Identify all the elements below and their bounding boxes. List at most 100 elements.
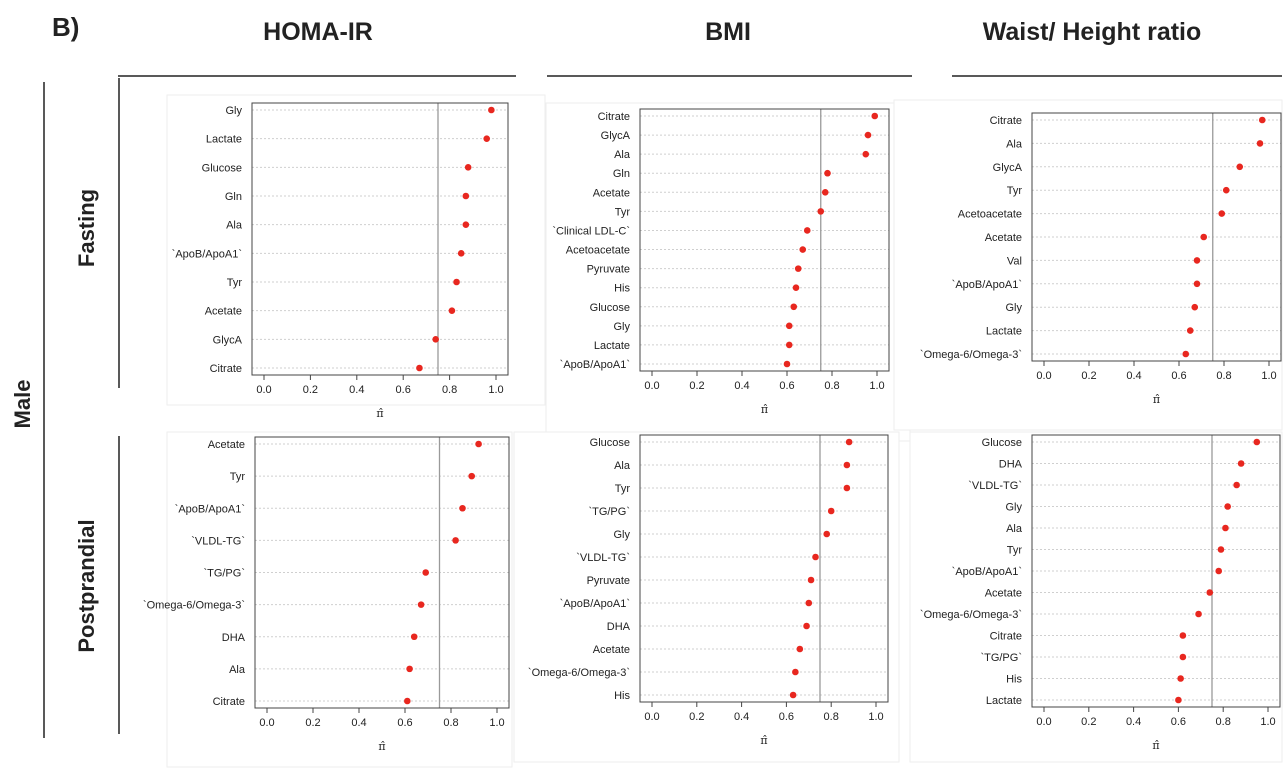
plot-frame bbox=[1031, 434, 1281, 708]
category-label-ala: Ala bbox=[229, 664, 246, 676]
category-label-omega-6-omega-3: `Omega-6/Omega-3` bbox=[143, 600, 245, 612]
data-point-tyr bbox=[817, 208, 825, 215]
x-tick-label: 0.4 bbox=[1126, 370, 1141, 382]
data-point-apob-apoa1 bbox=[1215, 567, 1223, 575]
x-tick-label: 0.2 bbox=[689, 711, 704, 723]
x-tick-label: 0.4 bbox=[349, 384, 364, 396]
category-label-acetate: Acetate bbox=[985, 588, 1022, 600]
category-label-vldl-tg: `VLDL-TG` bbox=[576, 552, 630, 564]
category-label-gln: Gln bbox=[613, 168, 630, 180]
data-point-acetate bbox=[1206, 589, 1214, 596]
category-label-vldl-tg: `VLDL-TG` bbox=[191, 535, 245, 547]
category-label-omega-6-omega-3: `Omega-6/Omega-3` bbox=[920, 349, 1022, 361]
data-point-gly bbox=[488, 106, 495, 114]
x-tick-label: 0.2 bbox=[1081, 370, 1096, 382]
x-tick-label: 1.0 bbox=[869, 380, 884, 392]
category-label-lactate: Lactate bbox=[986, 695, 1022, 707]
data-point-gln bbox=[462, 192, 470, 200]
category-label-glyca: GlycA bbox=[993, 162, 1023, 174]
data-point-glucose bbox=[845, 438, 853, 446]
data-point-ala bbox=[862, 150, 870, 158]
category-label-tyr: Tyr bbox=[230, 471, 246, 483]
category-label-gly: Gly bbox=[1006, 502, 1023, 514]
data-point-gly bbox=[823, 530, 831, 538]
chart-homa-ir-fasting: Gly Lactate Glucose Gln Ala `ApoB/ApoA1` Tyr Ac… bbox=[166, 94, 546, 420]
data-point-acetoacetate bbox=[799, 246, 807, 253]
chart-waist-height-fasting: Citrate Ala GlycA Tyr Acetoacetate Acetate Val… bbox=[893, 99, 1283, 431]
category-label-tyr: Tyr bbox=[227, 277, 243, 289]
data-point-gln bbox=[824, 169, 831, 177]
x-tick-label: 0.6 bbox=[1171, 370, 1186, 382]
category-label-glucose: Glucose bbox=[982, 437, 1022, 449]
data-point-apob-apoa1 bbox=[783, 360, 791, 368]
category-label-ala: Ala bbox=[1006, 138, 1023, 150]
data-point-acetoacetate bbox=[1218, 210, 1226, 217]
x-tick-label: 0.0 bbox=[1036, 716, 1051, 728]
data-point-ala bbox=[843, 461, 851, 469]
category-label-glucose: Glucose bbox=[590, 302, 630, 314]
panel-label: B) bbox=[52, 12, 79, 42]
x-tick-label: 1.0 bbox=[1261, 370, 1276, 382]
category-label-his: His bbox=[614, 690, 630, 702]
chart-background bbox=[513, 431, 900, 763]
category-label-lactate: Lactate bbox=[594, 340, 630, 352]
chart-background bbox=[166, 94, 546, 406]
category-label-gly: Gly bbox=[226, 105, 243, 117]
x-tick-label: 0.6 bbox=[1171, 716, 1186, 728]
data-point-glucose bbox=[790, 303, 798, 311]
data-point-pyruvate bbox=[807, 576, 815, 584]
category-label-ala: Ala bbox=[226, 220, 243, 232]
category-label-clinical-ldl-c: `Clinical LDL-C` bbox=[552, 225, 630, 237]
data-point-tg-pg bbox=[422, 569, 430, 576]
category-label-vldl-tg: `VLDL-TG` bbox=[968, 480, 1022, 492]
plot-frame bbox=[251, 102, 509, 376]
category-label-apob-apoa1: `ApoB/ApoA1` bbox=[560, 598, 630, 610]
category-label-tyr: Tyr bbox=[615, 483, 631, 495]
data-point-apob-apoa1 bbox=[1193, 280, 1201, 288]
chart-waist-height-postprandial: Glucose DHA `VLDL-TG` Gly Ala Tyr `ApoB/ApoA1`… bbox=[909, 431, 1283, 763]
category-label-apob-apoa1: `ApoB/ApoA1` bbox=[952, 279, 1022, 291]
x-tick-label: 0.4 bbox=[734, 380, 749, 392]
data-point-ala bbox=[1222, 524, 1229, 532]
x-tick-label: 0.4 bbox=[734, 711, 749, 723]
data-point-dha bbox=[803, 622, 810, 630]
data-point-apob-apoa1 bbox=[457, 250, 465, 257]
data-point-apob-apoa1 bbox=[805, 599, 813, 607]
category-label-pyruvate: Pyruvate bbox=[587, 264, 630, 276]
chart-homa-ir-postprandial: Acetate Tyr `ApoB/ApoA1` `VLDL-TG` `TG/PG` `O… bbox=[143, 431, 513, 768]
category-label-pyruvate: Pyruvate bbox=[587, 575, 630, 587]
category-label-omega-6-omega-3: `Omega-6/Omega-3` bbox=[920, 609, 1022, 621]
category-label-acetate: Acetate bbox=[205, 306, 242, 318]
data-point-val bbox=[1193, 257, 1201, 264]
category-label-apob-apoa1: `ApoB/ApoA1` bbox=[560, 359, 630, 371]
data-point-citrate bbox=[1179, 632, 1187, 639]
row-label-postprandial: Postprandial bbox=[74, 519, 99, 652]
column-title-homa-ir: HOMA-IR bbox=[263, 18, 373, 46]
x-tick-label: 0.0 bbox=[256, 384, 271, 396]
x-tick-label: 0.2 bbox=[1081, 716, 1096, 728]
x-axis-label: π̂ bbox=[376, 407, 383, 420]
x-tick-label: 0.6 bbox=[779, 380, 794, 392]
data-point-acetate bbox=[475, 440, 482, 448]
category-label-dha: DHA bbox=[222, 632, 246, 644]
x-tick-label: 0.0 bbox=[259, 717, 274, 729]
category-label-tg-pg: `TG/PG` bbox=[980, 652, 1022, 664]
data-point-lactate bbox=[483, 135, 491, 142]
data-point-pyruvate bbox=[794, 265, 802, 272]
category-label-glyca: GlycA bbox=[213, 334, 243, 346]
x-tick-label: 0.8 bbox=[1216, 370, 1231, 382]
x-tick-label: 1.0 bbox=[1260, 716, 1275, 728]
row-label-fasting: Fasting bbox=[74, 189, 99, 267]
data-point-gly bbox=[1224, 503, 1231, 510]
x-tick-label: 0.0 bbox=[644, 711, 659, 723]
column-title-waist-height: Waist/ Height ratio bbox=[983, 18, 1202, 46]
category-label-apob-apoa1: `ApoB/ApoA1` bbox=[172, 248, 242, 260]
category-label-tg-pg: `TG/PG` bbox=[588, 506, 630, 518]
data-point-acetate bbox=[821, 189, 829, 196]
row-group-label: Male bbox=[10, 380, 35, 429]
category-label-citrate: Citrate bbox=[990, 115, 1022, 127]
x-tick-label: 0.2 bbox=[689, 380, 704, 392]
category-label-dha: DHA bbox=[999, 459, 1023, 471]
category-label-ala: Ala bbox=[1006, 523, 1023, 535]
